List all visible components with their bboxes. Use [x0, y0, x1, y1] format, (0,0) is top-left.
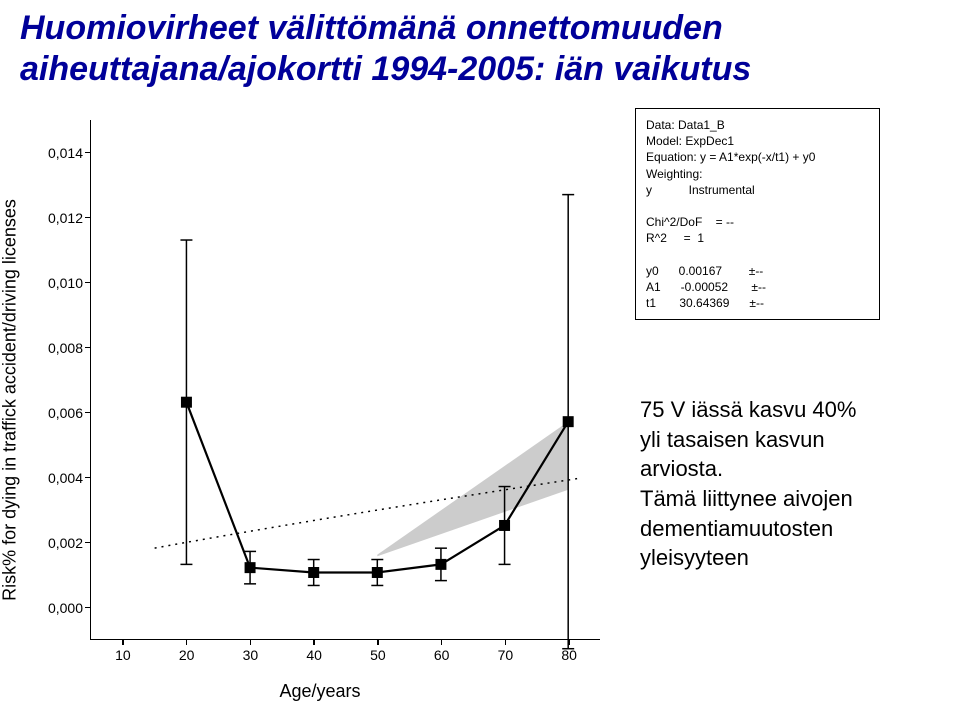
data-marker: [499, 520, 510, 531]
title-line2: aiheuttajana/ajokortti 1994-2005: iän va…: [20, 50, 751, 88]
x-tick-label: 80: [561, 647, 577, 663]
x-tick: [505, 639, 507, 645]
annotation-line1: 75 V iässä kasvu 40%: [640, 397, 856, 422]
y-tick: [85, 152, 91, 154]
y-tick: [85, 282, 91, 284]
x-tick: [568, 639, 570, 645]
fitbox-line: Chi^2/DoF = --: [646, 214, 869, 230]
annotation-line5: dementiamuutosten: [640, 516, 833, 541]
y-tick: [85, 412, 91, 414]
fit-parameters-box: Data: Data1_BModel: ExpDec1Equation: y =…: [635, 108, 880, 320]
annotation-text: 75 V iässä kasvu 40% yli tasaisen kasvun…: [640, 395, 940, 573]
plot-region: 0,0000,0020,0040,0060,0080,0100,0120,014…: [90, 120, 600, 640]
fitbox-line: Weighting:: [646, 166, 869, 182]
fitbox-line: Equation: y = A1*exp(-x/t1) + y0: [646, 149, 869, 165]
fitbox-line: R^2 = 1: [646, 230, 869, 246]
x-tick-label: 60: [434, 647, 450, 663]
data-marker: [181, 397, 192, 408]
y-tick: [85, 217, 91, 219]
uncertainty-region: [377, 422, 568, 557]
x-tick: [441, 639, 443, 645]
y-tick-label: 0,004: [48, 470, 83, 486]
fitbox-line: A1 -0.00052 ±--: [646, 279, 869, 295]
y-tick-label: 0,002: [48, 535, 83, 551]
y-tick-label: 0,006: [48, 405, 83, 421]
data-marker: [245, 562, 256, 573]
y-tick: [85, 607, 91, 609]
x-tick-label: 70: [498, 647, 514, 663]
fitbox-line: t1 30.64369 ±--: [646, 295, 869, 311]
fitbox-line: [646, 247, 869, 263]
x-tick: [250, 639, 252, 645]
fitbox-line: y Instrumental: [646, 182, 869, 198]
title-line1: Huomiovirheet välittömänä onnettomuuden: [20, 9, 723, 47]
data-marker: [435, 559, 446, 570]
fitbox-line: Model: ExpDec1: [646, 133, 869, 149]
fitbox-line: [646, 198, 869, 214]
y-tick: [85, 347, 91, 349]
y-axis-label: Risk% for dying in traffick accident/dri…: [0, 199, 21, 601]
x-tick-label: 50: [370, 647, 386, 663]
chart-container: Risk% for dying in traffick accident/dri…: [20, 110, 620, 690]
x-tick: [313, 639, 315, 645]
annotation-line6: yleisyyteen: [640, 545, 749, 570]
data-marker: [372, 567, 383, 578]
page-title: Huomiovirheet välittömänä onnettomuuden …: [20, 8, 940, 90]
annotation-line4: Tämä liittynee aivojen: [640, 486, 853, 511]
x-tick-label: 40: [306, 647, 322, 663]
x-axis-label: Age/years: [279, 681, 360, 702]
y-tick: [85, 542, 91, 544]
x-tick-label: 10: [115, 647, 131, 663]
y-tick-label: 0,014: [48, 145, 83, 161]
y-tick-label: 0,000: [48, 600, 83, 616]
y-tick-label: 0,012: [48, 210, 83, 226]
x-tick: [186, 639, 188, 645]
x-tick-label: 30: [243, 647, 259, 663]
fitbox-line: Data: Data1_B: [646, 117, 869, 133]
annotation-line3: arviosta.: [640, 456, 723, 481]
y-tick: [85, 477, 91, 479]
data-marker: [563, 416, 574, 427]
plot-svg: [91, 120, 600, 639]
x-tick: [122, 639, 124, 645]
y-tick-label: 0,008: [48, 340, 83, 356]
x-tick: [377, 639, 379, 645]
annotation-line2: yli tasaisen kasvun: [640, 427, 825, 452]
data-marker: [308, 567, 319, 578]
fitbox-line: y0 0.00167 ±--: [646, 263, 869, 279]
y-tick-label: 0,010: [48, 275, 83, 291]
x-tick-label: 20: [179, 647, 195, 663]
